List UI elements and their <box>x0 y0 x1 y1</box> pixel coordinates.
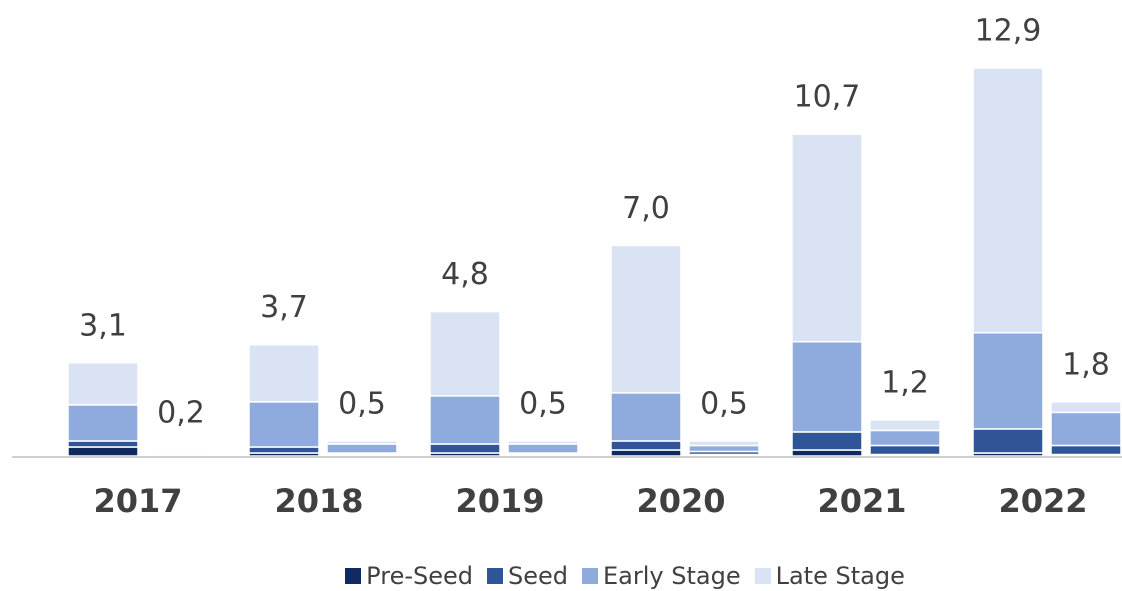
bar-segment <box>248 343 320 403</box>
legend-label: Early Stage <box>603 562 741 590</box>
bar-segment <box>326 443 398 454</box>
total-label: 7,0 <box>622 191 670 226</box>
total-label: 10,7 <box>794 80 861 115</box>
bar-segment <box>67 404 139 442</box>
bar-segment <box>610 244 682 394</box>
total-label: 0,2 <box>157 395 205 430</box>
bar-segment <box>972 67 1044 334</box>
bar-segment <box>1050 444 1122 456</box>
total-label: 0,5 <box>700 386 748 421</box>
bar-segment <box>67 446 139 457</box>
total-label: 4,8 <box>441 257 489 292</box>
bar-segment <box>791 449 863 457</box>
total-label: 1,8 <box>1062 347 1110 382</box>
bar-segment <box>429 310 501 397</box>
bar-segment <box>67 440 139 448</box>
bar-segment <box>507 443 579 454</box>
legend: Pre-Seed Seed Early Stage Late Stage <box>0 562 1122 590</box>
bar-segment <box>610 449 682 457</box>
bar-segment <box>429 395 501 445</box>
legend-swatch <box>582 568 598 584</box>
legend-label: Pre-Seed <box>366 562 473 590</box>
bar-segment <box>688 444 760 453</box>
bar-segment <box>610 392 682 442</box>
total-label: 3,7 <box>260 290 308 325</box>
legend-swatch <box>487 568 503 584</box>
total-label: 0,5 <box>338 386 386 421</box>
bar-segment <box>972 331 1044 430</box>
legend-item: Late Stage <box>754 562 905 590</box>
total-label: 3,1 <box>79 308 127 343</box>
bar-segment <box>688 440 760 447</box>
bar-segment <box>145 449 217 453</box>
bar-segment <box>1050 411 1122 447</box>
bar-segment <box>610 440 682 451</box>
legend-label: Late Stage <box>775 562 905 590</box>
bar-segment <box>791 431 863 451</box>
bar-segment <box>248 401 320 448</box>
legend-item: Early Stage <box>582 562 741 590</box>
bar-segment <box>429 443 501 454</box>
x-tick-label: 2019 <box>455 482 544 520</box>
legend-swatch <box>754 568 771 584</box>
x-tick-label: 2018 <box>274 482 363 520</box>
total-label: 0,5 <box>519 386 567 421</box>
legend-item: Seed <box>487 562 568 590</box>
bar-segment <box>972 428 1044 454</box>
x-tick-label: 2022 <box>998 482 1087 520</box>
legend-swatch <box>345 568 362 584</box>
bar-segment <box>791 340 863 433</box>
x-tick-label: 2020 <box>636 482 725 520</box>
total-label: 12,9 <box>975 14 1042 49</box>
bar-segment <box>869 429 941 447</box>
legend-item: Pre-Seed <box>345 562 473 590</box>
total-label: 1,2 <box>881 365 929 400</box>
bar-segment <box>869 444 941 456</box>
legend-label: Seed <box>508 562 568 590</box>
bar-segment <box>791 133 863 343</box>
x-tick-label: 2017 <box>93 482 182 520</box>
bar-segment <box>1050 401 1122 414</box>
bar-segment <box>326 440 398 445</box>
x-tick-label: 2021 <box>817 482 906 520</box>
bar-segment <box>869 419 941 432</box>
bar-segment <box>507 440 579 445</box>
bar-segment <box>67 362 139 406</box>
bar-segment <box>248 446 320 454</box>
